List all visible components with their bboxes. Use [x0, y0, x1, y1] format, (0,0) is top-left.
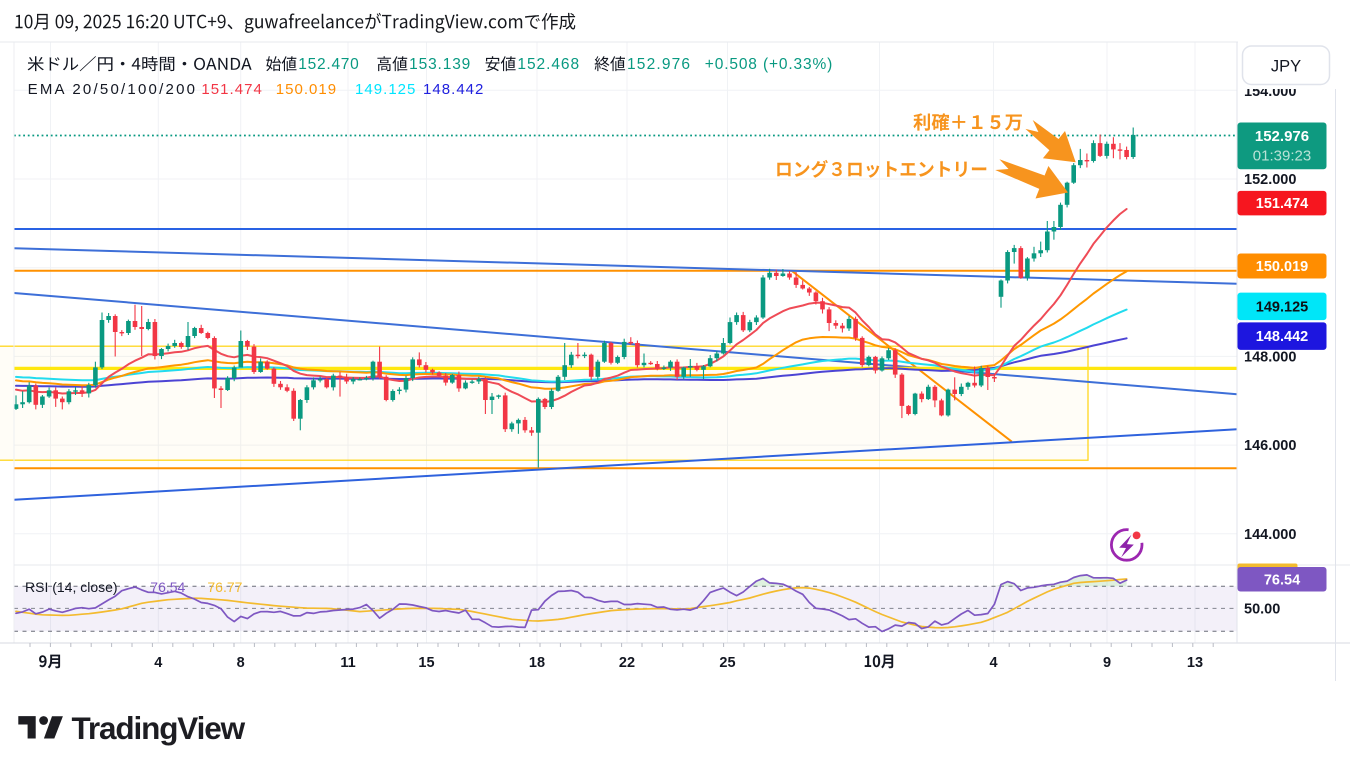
svg-text:149.125: 149.125 [355, 81, 415, 98]
svg-text:4: 4 [154, 655, 162, 671]
svg-text:01:39:23: 01:39:23 [1253, 148, 1311, 165]
svg-text:RSI (14, close): RSI (14, close) [25, 579, 118, 595]
svg-text:153.139: 153.139 [409, 56, 470, 73]
svg-text:EMA 20/50/100/200: EMA 20/50/100/200 [28, 81, 195, 98]
svg-text:22: 22 [619, 655, 635, 671]
svg-text:TradingView: TradingView [72, 710, 246, 746]
svg-text:149.125: 149.125 [1256, 299, 1308, 315]
svg-text:148.000: 148.000 [1244, 349, 1296, 365]
svg-text:151.474: 151.474 [1256, 196, 1308, 212]
svg-text:18: 18 [529, 655, 545, 671]
svg-text:152.470: 152.470 [298, 56, 359, 73]
svg-text:152.976: 152.976 [1255, 128, 1309, 145]
svg-text:152.000: 152.000 [1244, 172, 1296, 188]
svg-text:8: 8 [237, 655, 245, 671]
svg-text:151.474: 151.474 [201, 81, 261, 98]
svg-text:150.019: 150.019 [1256, 259, 1308, 275]
svg-text:11: 11 [340, 655, 355, 671]
svg-text:25: 25 [719, 655, 735, 671]
svg-text:76.54: 76.54 [1264, 572, 1300, 588]
svg-text:JPY: JPY [1271, 58, 1301, 76]
svg-text:76.77: 76.77 [207, 579, 242, 595]
svg-text:9: 9 [1103, 655, 1111, 671]
svg-text:148.442: 148.442 [1256, 329, 1308, 345]
svg-text:13: 13 [1187, 655, 1203, 671]
svg-text:+0.508 (+0.33%): +0.508 (+0.33%) [705, 56, 833, 73]
svg-text:150.019: 150.019 [276, 81, 336, 98]
svg-text:76.54: 76.54 [150, 579, 185, 595]
svg-text:148.442: 148.442 [423, 81, 483, 98]
svg-text:152.468: 152.468 [517, 56, 579, 73]
svg-text:50.00: 50.00 [1244, 601, 1280, 617]
svg-text:4: 4 [989, 655, 997, 671]
svg-text:15: 15 [418, 655, 434, 671]
svg-text:146.000: 146.000 [1244, 438, 1296, 454]
svg-text:144.000: 144.000 [1244, 527, 1296, 543]
svg-text:152.976: 152.976 [627, 56, 690, 73]
